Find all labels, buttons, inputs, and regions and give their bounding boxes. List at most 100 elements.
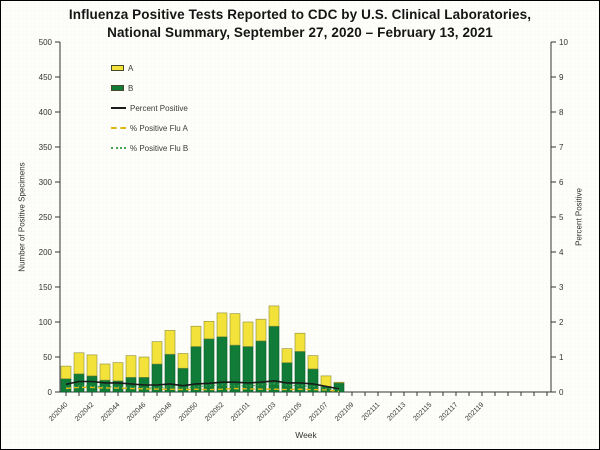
x-tick-label: 202117 bbox=[438, 401, 459, 422]
x-tick-label: 202044 bbox=[100, 401, 122, 423]
bar-a-202046 bbox=[138, 356, 150, 378]
bar-b-202052 bbox=[216, 336, 228, 393]
bar-a-202105 bbox=[294, 332, 306, 352]
legend-swatch-a bbox=[111, 65, 124, 71]
left-tick-label: 300 bbox=[39, 178, 53, 187]
bar-b-202104 bbox=[281, 362, 293, 393]
legend-label-a: A bbox=[128, 63, 134, 73]
right-tick-label: 9 bbox=[559, 73, 564, 82]
bar-a-202050 bbox=[190, 325, 202, 347]
bar-a-202049 bbox=[177, 353, 189, 369]
bar-b-202047 bbox=[151, 363, 163, 393]
bar-a-202106 bbox=[307, 355, 319, 370]
legend-swatch-percent-positive-line bbox=[111, 107, 126, 109]
bar-a-202043 bbox=[99, 363, 111, 381]
bar-a-202052 bbox=[216, 312, 228, 337]
bar-b-202053 bbox=[229, 344, 241, 393]
legend-label-percent-positive: Percent Positive bbox=[130, 103, 188, 113]
x-tick-label: 202119 bbox=[464, 401, 485, 422]
legend-label-pct-positive-flu-b: % Positive Flu B bbox=[130, 143, 189, 153]
percent-positive-line bbox=[65, 379, 340, 390]
x-tick-label: 202042 bbox=[74, 401, 96, 423]
right-tick-label: 0 bbox=[559, 388, 564, 397]
x-tick-label: 202048 bbox=[152, 401, 174, 423]
left-tick-label: 150 bbox=[39, 283, 53, 292]
chart-title-line1: Influenza Positive Tests Reported to CDC… bbox=[68, 7, 532, 22]
right-tick-label: 3 bbox=[559, 283, 564, 292]
left-tick-label: 500 bbox=[39, 38, 53, 47]
bar-b-202040 bbox=[60, 378, 72, 393]
left-tick-label: 200 bbox=[39, 248, 53, 257]
legend-item-a: A bbox=[111, 58, 188, 78]
left-tick-label: 50 bbox=[43, 353, 52, 362]
legend-label-pct-positive-flu-a: % Positive Flu A bbox=[130, 123, 188, 133]
right-tick-label: 1 bbox=[559, 353, 564, 362]
bar-a-202040 bbox=[60, 365, 72, 380]
legend-item-pct-positive-flu-b: % Positive Flu B bbox=[111, 138, 188, 158]
right-tick-label: 2 bbox=[559, 318, 564, 327]
bar-a-202047 bbox=[151, 341, 163, 365]
bar-a-202042 bbox=[86, 354, 98, 377]
legend: A B Percent Positive % Positive Flu A % … bbox=[111, 58, 188, 158]
x-tick-label: 202101 bbox=[230, 401, 252, 423]
x-tick-label: 202107 bbox=[308, 401, 330, 423]
legend-swatch-pct-flu-b-dotted-line bbox=[111, 147, 126, 149]
left-axis-title: Number of Positive Specimens bbox=[17, 162, 27, 272]
x-tick-label: 202113 bbox=[386, 401, 407, 422]
right-tick-label: 4 bbox=[559, 248, 564, 257]
right-tick-label: 5 bbox=[559, 213, 564, 222]
x-tick-label: 202115 bbox=[412, 401, 433, 422]
chart-title: Influenza Positive Tests Reported to CDC… bbox=[1, 6, 599, 42]
x-tick-label: 202052 bbox=[204, 401, 226, 423]
bar-b-202042 bbox=[86, 375, 98, 393]
bars-group bbox=[60, 305, 345, 393]
bar-a-202104 bbox=[281, 348, 293, 363]
right-axis-title: Percent Positive bbox=[574, 188, 584, 246]
x-tick-label: 202105 bbox=[282, 401, 304, 423]
left-tick-label: 0 bbox=[48, 388, 53, 397]
left-tick-label: 250 bbox=[39, 213, 53, 222]
bar-a-202053 bbox=[229, 313, 241, 346]
legend-swatch-pct-flu-a-dashed-line bbox=[111, 127, 126, 129]
pct-positive-flu-b-line bbox=[65, 382, 340, 391]
x-axis-title: Week bbox=[295, 430, 317, 440]
bar-a-202108 bbox=[333, 381, 345, 384]
x-axis-ticks: 202040 202042 202044 202046 202048 202050 2020… bbox=[48, 392, 548, 423]
legend-label-b: B bbox=[128, 83, 134, 93]
bar-b-202101 bbox=[242, 346, 254, 393]
bar-a-202102 bbox=[255, 318, 267, 342]
bar-a-202041 bbox=[73, 352, 85, 375]
x-tick-label: 202046 bbox=[126, 401, 148, 423]
bar-a-202044 bbox=[112, 362, 124, 382]
bar-a-202103 bbox=[268, 305, 280, 327]
bar-a-202051 bbox=[203, 320, 215, 340]
left-tick-label: 400 bbox=[39, 108, 53, 117]
legend-item-b: B bbox=[111, 78, 188, 98]
right-tick-label: 10 bbox=[559, 38, 568, 47]
bar-a-202048 bbox=[164, 330, 176, 355]
bar-b-202106 bbox=[307, 368, 319, 393]
legend-swatch-b bbox=[111, 85, 124, 91]
bar-a-202101 bbox=[242, 321, 254, 347]
x-tick-label: 202109 bbox=[334, 401, 356, 423]
bar-b-202102 bbox=[255, 340, 267, 393]
right-tick-label: 7 bbox=[559, 143, 564, 152]
x-tick-label: 202050 bbox=[178, 401, 200, 423]
left-tick-label: 350 bbox=[39, 143, 53, 152]
right-tick-label: 8 bbox=[559, 108, 564, 117]
x-tick-label: 202111 bbox=[361, 401, 382, 422]
right-tick-label: 6 bbox=[559, 178, 564, 187]
left-axis-ticks: 0 50 100 150 200 250 300 350 400 450 500 bbox=[39, 38, 60, 397]
left-tick-label: 450 bbox=[39, 73, 53, 82]
legend-item-percent-positive: Percent Positive bbox=[111, 98, 188, 118]
bar-b-202105 bbox=[294, 351, 306, 393]
x-tick-label: 202103 bbox=[256, 401, 278, 423]
bar-a-202045 bbox=[125, 355, 137, 378]
chart-title-line2: National Summary, September 27, 2020 – F… bbox=[107, 24, 493, 40]
right-axis-ticks: 0 1 2 3 4 5 6 7 8 9 10 bbox=[551, 38, 568, 397]
x-tick-label: 202040 bbox=[48, 401, 70, 423]
pct-positive-flu-a-line bbox=[65, 386, 340, 392]
legend-item-pct-positive-flu-a: % Positive Flu A bbox=[111, 118, 188, 138]
